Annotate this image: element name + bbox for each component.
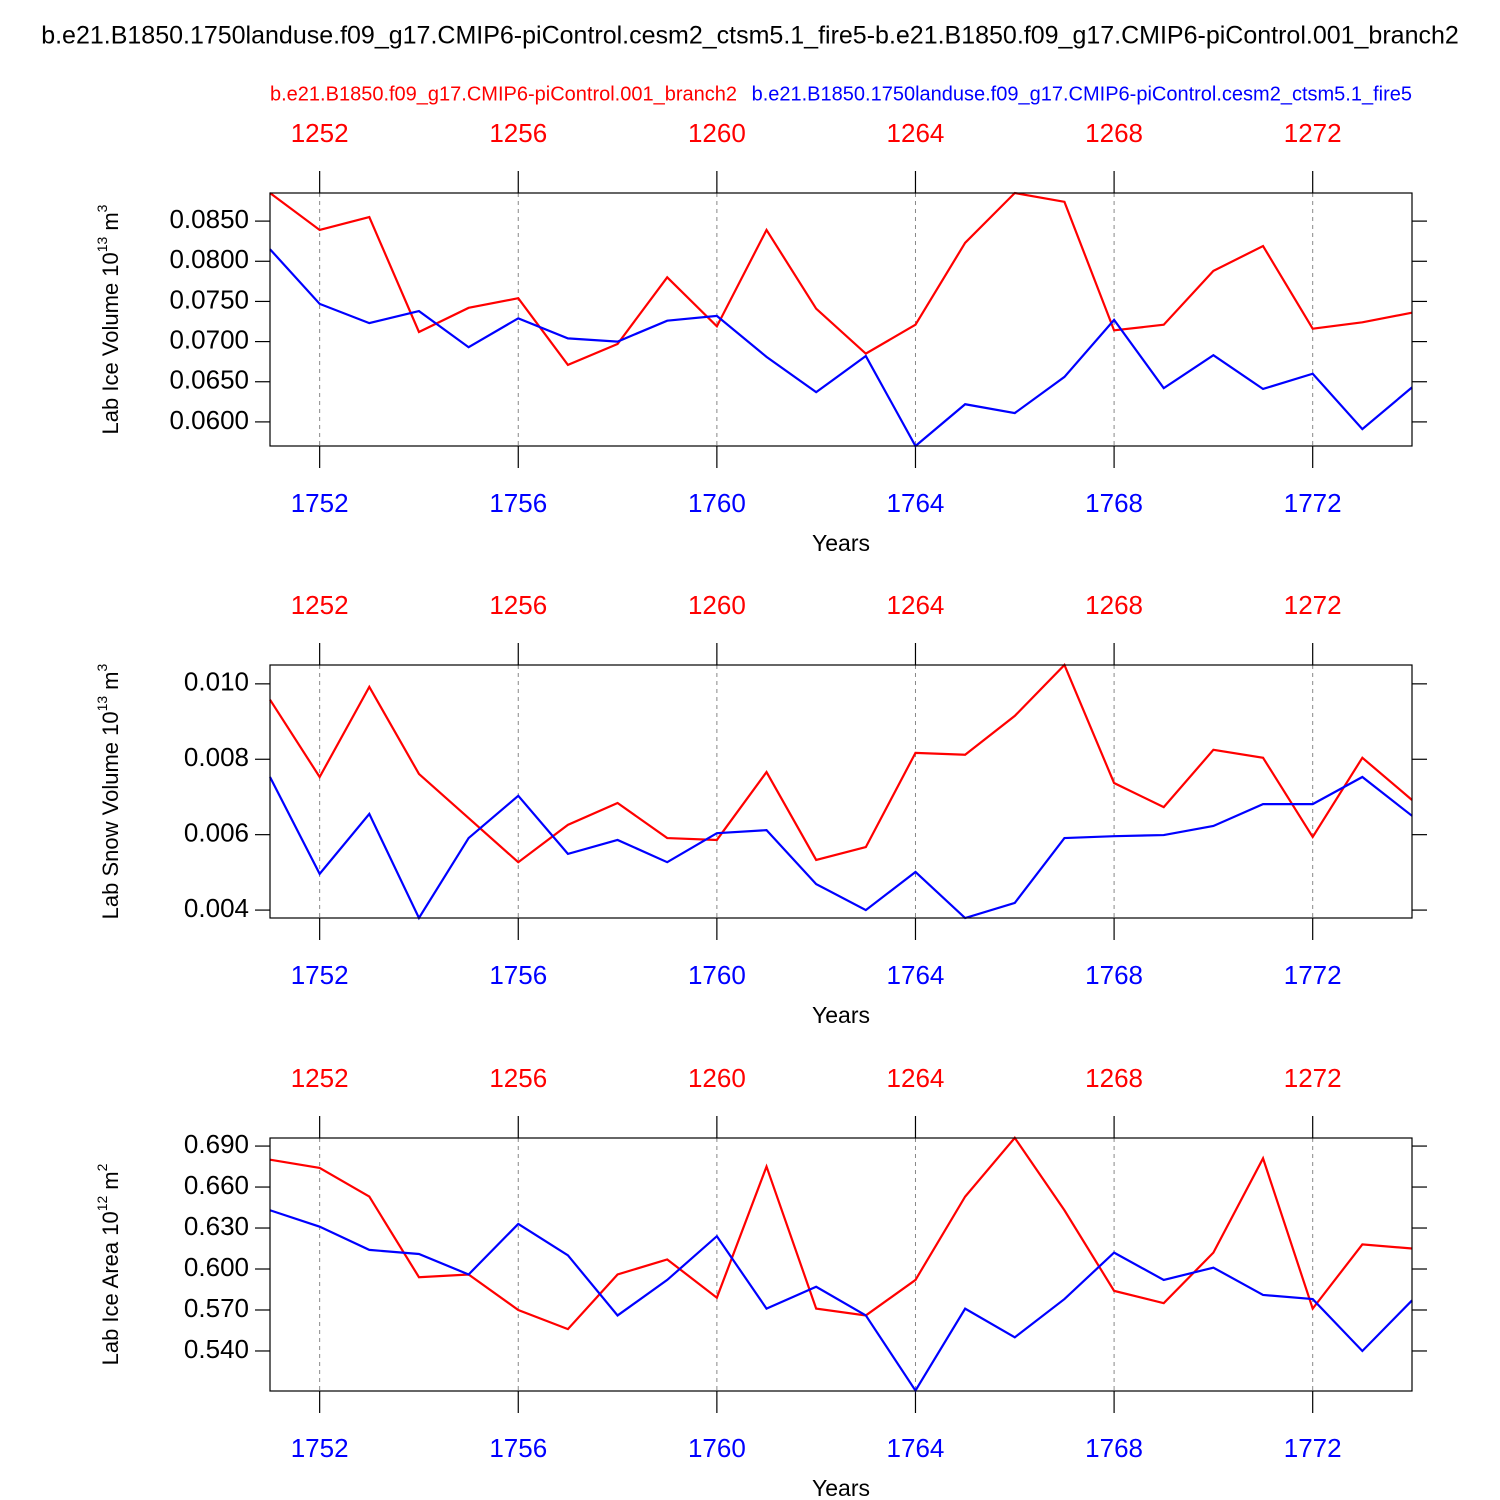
line-series [269, 775, 1413, 921]
y-axis-label-part: m [98, 1171, 123, 1189]
x-tick-label: 1760 [688, 1433, 746, 1463]
x2-tick-label: 1272 [1284, 118, 1342, 148]
y-axis-label-part: Lab Snow Volume 10 [98, 711, 123, 919]
x-tick-label: 1752 [291, 960, 349, 990]
y-axis-label-part: 13 [94, 696, 110, 712]
x-tick-label: 1764 [887, 1433, 945, 1463]
y-axis-label-part: 12 [94, 1196, 110, 1212]
x2-tick-label: 1268 [1085, 1063, 1143, 1093]
y-tick-label: 0.630 [184, 1211, 249, 1241]
x2-tick-label: 1272 [1284, 1063, 1342, 1093]
y-tick-label: 0.0600 [169, 405, 249, 435]
y-axis-label-part: 3 [94, 204, 110, 212]
plot-frame [269, 192, 1413, 447]
y-axis-label-part: m [98, 671, 123, 689]
y-tick-label: 0.0800 [169, 244, 249, 274]
y-tick-label: 0.600 [184, 1252, 249, 1282]
line-series [269, 1136, 1413, 1331]
y-axis-label-part: m [98, 212, 123, 230]
y-tick-label: 0.0850 [169, 204, 249, 234]
x2-tick-label: 1252 [291, 1063, 349, 1093]
x-axis-label: Years [812, 1475, 870, 1500]
x2-tick-label: 1256 [489, 1063, 547, 1093]
y-axis-label-part: 3 [94, 663, 110, 671]
y-tick-label: 0.540 [184, 1334, 249, 1364]
x-tick-label: 1760 [688, 488, 746, 518]
y-tick-label: 0.006 [184, 818, 249, 848]
x-tick-label: 1756 [489, 960, 547, 990]
x-tick-label: 1764 [887, 960, 945, 990]
y-axis-label-part: 13 [94, 236, 110, 252]
chart-title: b.e21.B1850.1750landuse.f09_g17.CMIP6-pi… [41, 22, 1459, 50]
line-series [269, 248, 1413, 448]
x2-tick-label: 1264 [887, 590, 945, 620]
legend-entry: b.e21.B1850.f09_g17.CMIP6-piControl.001_… [270, 83, 737, 105]
x2-tick-label: 1264 [887, 1063, 945, 1093]
y-axis-label: Lab Ice Area 1012 m2 [94, 1163, 123, 1365]
x2-tick-label: 1256 [489, 118, 547, 148]
y-axis-label-part: Lab Ice Area 10 [98, 1211, 123, 1365]
y-tick-label: 0.660 [184, 1170, 249, 1200]
y-tick-label: 0.0700 [169, 324, 249, 354]
y-axis-label-part: 2 [94, 1163, 110, 1171]
x-axis-label: Years [812, 530, 870, 556]
x-tick-label: 1756 [489, 1433, 547, 1463]
x-tick-label: 1756 [489, 488, 547, 518]
x-tick-label: 1752 [291, 1433, 349, 1463]
y-axis-label: Lab Ice Volume 1013 m3 [94, 204, 123, 434]
x2-tick-label: 1272 [1284, 590, 1342, 620]
x-tick-label: 1772 [1284, 1433, 1342, 1463]
x-tick-label: 1768 [1085, 960, 1143, 990]
x2-tick-label: 1252 [291, 118, 349, 148]
y-tick-label: 0.570 [184, 1293, 249, 1323]
plot-frame [269, 664, 1413, 919]
x2-tick-label: 1260 [688, 118, 746, 148]
line-series [269, 191, 1413, 367]
plot-frame [269, 1137, 1413, 1392]
x-tick-label: 1764 [887, 488, 945, 518]
y-tick-label: 0.690 [184, 1129, 249, 1159]
x2-tick-label: 1252 [291, 590, 349, 620]
x-tick-label: 1768 [1085, 488, 1143, 518]
x2-tick-label: 1260 [688, 590, 746, 620]
x2-tick-label: 1268 [1085, 590, 1143, 620]
x2-tick-label: 1260 [688, 1063, 746, 1093]
line-series [269, 663, 1413, 864]
x2-tick-label: 1264 [887, 118, 945, 148]
x2-tick-label: 1268 [1085, 118, 1143, 148]
x-tick-label: 1772 [1284, 488, 1342, 518]
x-axis-label: Years [812, 1002, 870, 1028]
y-tick-label: 0.004 [184, 893, 249, 923]
x-tick-label: 1768 [1085, 1433, 1143, 1463]
y-axis-label: Lab Snow Volume 1013 m3 [94, 663, 123, 919]
x-tick-label: 1752 [291, 488, 349, 518]
x-tick-label: 1772 [1284, 960, 1342, 990]
y-tick-label: 0.008 [184, 742, 249, 772]
y-tick-label: 0.0750 [169, 284, 249, 314]
x-tick-label: 1760 [688, 960, 746, 990]
y-axis-label-part: Lab Ice Volume 10 [98, 252, 123, 434]
line-series [269, 1209, 1413, 1393]
y-tick-label: 0.010 [184, 667, 249, 697]
y-tick-label: 0.0650 [169, 365, 249, 395]
x2-tick-label: 1256 [489, 590, 547, 620]
legend-entry: b.e21.B1850.1750landuse.f09_g17.CMIP6-pi… [752, 83, 1412, 105]
